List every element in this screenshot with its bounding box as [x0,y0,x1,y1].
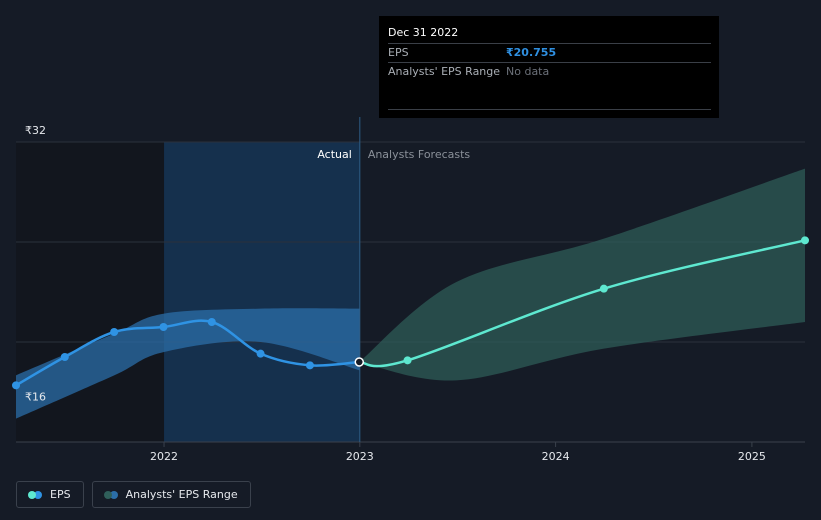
series-line-actual [14,319,361,387]
swatch-dot [34,490,42,499]
range-area-forecast [359,168,805,381]
y-tick-label: ₹16 [25,391,46,404]
legend: EPS Analysts' EPS Range [16,481,251,508]
tooltip-date: Dec 31 2022 [388,26,459,39]
y-tick-label: ₹32 [25,124,46,137]
highlight-band [164,142,360,442]
data-point[interactable] [256,349,265,358]
tooltip-label: EPS [388,46,409,59]
legend-item-eps[interactable]: EPS [16,481,84,508]
section-label-actual: Actual [317,148,351,161]
range-areas [16,168,805,419]
legend-item-eps-range[interactable]: Analysts' EPS Range [91,481,251,508]
tooltip-row-eps: EPS ₹20.755 [388,43,711,62]
legend-label: Analysts' EPS Range [125,488,238,501]
x-tick-label: 2023 [346,450,374,463]
x-tick-label: 2024 [542,450,570,463]
data-point[interactable] [801,236,809,245]
data-point[interactable] [403,356,412,365]
series-points [12,236,809,390]
data-point[interactable] [60,353,69,361]
tooltip-divider [388,109,711,110]
data-point[interactable] [599,284,608,293]
eps-swatch-icon [28,490,42,499]
data-point[interactable] [159,323,168,331]
swatch-dot [109,490,118,499]
range-area-actual [16,308,360,419]
range-swatch-icon [103,490,118,499]
data-point[interactable] [305,361,314,370]
tooltip-label: Analysts' EPS Range [388,65,501,78]
x-tick-label: 2025 [738,450,766,463]
tooltip-row-range: Analysts' EPS Range No data [388,62,711,81]
tooltip-value: No data [506,65,550,78]
data-point[interactable] [110,328,119,336]
series-lines [14,239,807,387]
section-label-forecast: Analysts Forecasts [368,148,471,161]
data-point[interactable] [207,318,216,326]
x-tick-label: 2022 [150,450,178,463]
data-point[interactable] [12,381,20,390]
axis-ticks: 2022 2023 2024 2025 ₹32 ₹16 [25,124,766,463]
legend-label: EPS [50,488,71,501]
swatch-dot [28,490,36,499]
tooltip: Dec 31 2022 EPS ₹20.755 Analysts' EPS Ra… [379,16,719,118]
tooltip-value: ₹20.755 [506,46,557,59]
series-line-forecast [358,239,807,368]
selected-point[interactable] [354,357,365,367]
swatch-dot [103,490,112,499]
